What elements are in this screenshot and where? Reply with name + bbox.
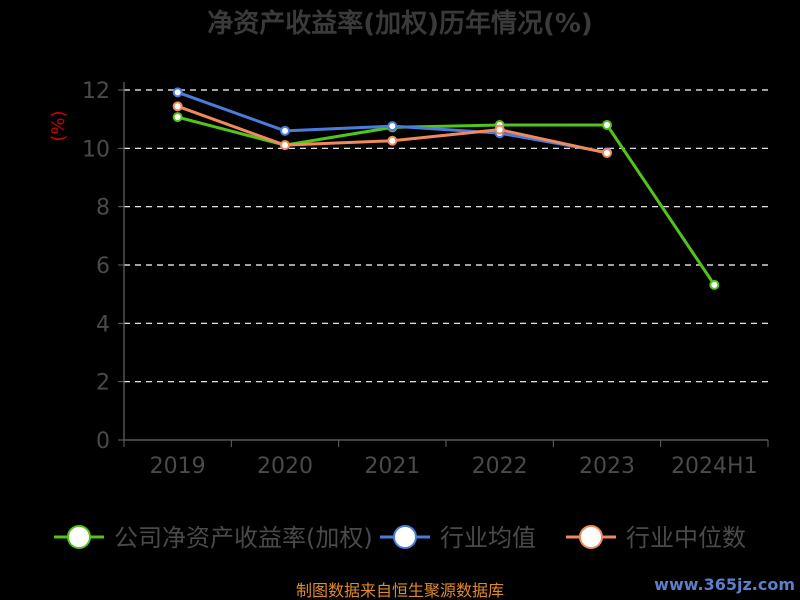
series-lines <box>172 87 720 290</box>
legend-label: 行业均值 <box>440 524 536 552</box>
legend-label: 公司净资产收益率(加权) <box>114 524 373 552</box>
legend-item[interactable]: 公司净资产收益率(加权) <box>54 524 373 552</box>
data-point[interactable] <box>709 279 720 290</box>
watermark-text: www.365jz.com <box>654 575 795 594</box>
y-tick-label: 2 <box>96 371 110 396</box>
legend-marker <box>393 525 417 549</box>
data-point[interactable] <box>494 124 505 135</box>
series-group <box>172 101 612 158</box>
data-point[interactable] <box>280 125 290 136</box>
y-tick-label: 4 <box>96 312 110 337</box>
x-tick-label: 2022 <box>472 454 528 479</box>
data-point[interactable] <box>602 120 612 130</box>
x-tick-label: 2019 <box>150 454 206 479</box>
data-point[interactable] <box>172 112 183 123</box>
x-tick-label: 2023 <box>579 454 635 479</box>
y-axis-label: (%) <box>48 110 69 141</box>
y-tick-label: 6 <box>96 254 110 279</box>
legend-label: 行业中位数 <box>626 524 746 552</box>
y-tick-label: 10 <box>82 137 110 162</box>
series-line <box>176 115 716 287</box>
data-point[interactable] <box>172 101 183 112</box>
legend-marker <box>579 525 603 549</box>
series-group <box>172 112 720 290</box>
y-tick-label: 8 <box>96 196 110 221</box>
data-point[interactable] <box>387 135 398 146</box>
y-tick-label: 0 <box>96 429 110 454</box>
legend-item[interactable]: 行业均值 <box>380 524 536 552</box>
x-tick-label: 2024H1 <box>671 454 758 479</box>
axes: 0 2 4 6 8 10 12 2019 2020 2021 2022 2023 2024H1 <box>82 79 769 479</box>
x-tick-label: 2020 <box>257 454 313 479</box>
legend[interactable]: 公司净资产收益率(加权) 行业均值 行业中位数 <box>54 524 746 552</box>
y-tick-label: 12 <box>82 79 110 104</box>
data-point[interactable] <box>602 148 612 158</box>
x-tick-label: 2021 <box>364 454 420 479</box>
legend-marker <box>67 525 91 549</box>
series-group <box>172 87 612 158</box>
data-point[interactable] <box>280 140 290 151</box>
data-point[interactable] <box>387 121 398 132</box>
data-source-note: 制图数据来自恒生聚源数据库 <box>296 581 504 600</box>
chart-title: 净资产收益率(加权)历年情况(%) <box>207 8 593 39</box>
data-point[interactable] <box>172 87 183 98</box>
grid-lines <box>124 89 768 383</box>
legend-item[interactable]: 行业中位数 <box>566 524 746 552</box>
